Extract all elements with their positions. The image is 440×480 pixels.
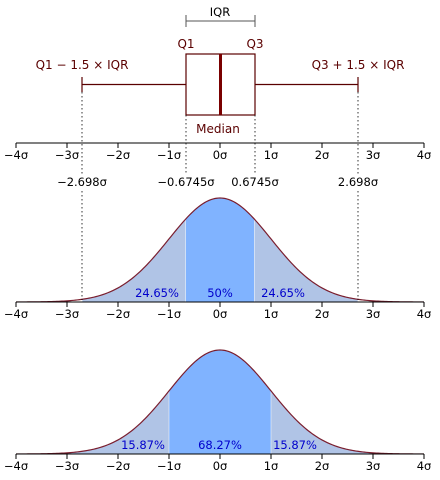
middle-tick-label: −2σ (106, 307, 130, 321)
sigma-right-tail-percent: 15.87% (273, 438, 317, 452)
ref-label-pos-06745: 0.6745σ (231, 175, 279, 189)
sigma-center-percent: 68.27% (198, 438, 242, 452)
sigma-density-curve (15, 349, 425, 455)
iqr-region-left-tail (82, 219, 186, 302)
top-tick-label: −4σ (4, 148, 28, 162)
bottom-tick-label: −4σ (4, 459, 28, 473)
reference-values: −2.698σ −0.6745σ 0.6745σ 2.698σ (57, 175, 378, 189)
middle-tick-label: 1σ (264, 307, 279, 321)
q1-label: Q1 (177, 37, 194, 51)
iqr-right-tail-percent: 24.65% (261, 286, 305, 300)
bottom-axis: −4σ −3σ −2σ −1σ 0σ 1σ 2σ 3σ 4σ (4, 453, 432, 473)
bottom-tick-label: −3σ (55, 459, 79, 473)
middle-tick-label: 4σ (417, 307, 432, 321)
top-tick-label: 1σ (264, 148, 279, 162)
median-label: Median (196, 122, 240, 136)
ref-label-neg-2698: −2.698σ (57, 175, 107, 189)
middle-tick-label: 3σ (366, 307, 381, 321)
top-tick-label: 4σ (417, 148, 432, 162)
top-tick-label: −1σ (157, 148, 181, 162)
bottom-tick-label: −1σ (157, 459, 181, 473)
sigma-region-center (169, 350, 271, 454)
sigma-left-tail-percent: 15.87% (121, 438, 165, 452)
iqr-region-center (185, 198, 255, 302)
bottom-tick-label: 3σ (366, 459, 381, 473)
iqr-center-percent: 50% (207, 286, 233, 300)
top-tick-label: −2σ (106, 148, 130, 162)
top-axis: −4σ −3σ −2σ −1σ 0σ 1σ 2σ 3σ 4σ (4, 142, 432, 162)
density-iqr-percent-labels: 24.65% 50% 24.65% (135, 286, 305, 300)
q3-label: Q3 (246, 37, 263, 51)
iqr-density-curve (15, 197, 425, 303)
top-tick-label: 2σ (315, 148, 330, 162)
ref-label-neg-06745: −0.6745σ (157, 175, 214, 189)
sigma-region-left-tail (16, 390, 169, 454)
bottom-tick-label: 1σ (264, 459, 279, 473)
upper-whisker-label: Q3 + 1.5 × IQR (312, 58, 405, 72)
ref-label-pos-2698: 2.698σ (338, 175, 378, 189)
density-iqr-panel (15, 197, 425, 303)
middle-tick-label: −3σ (55, 307, 79, 321)
top-tick-label: −3σ (55, 148, 79, 162)
density-sigma-panel (15, 349, 425, 455)
middle-tick-label: −4σ (4, 307, 28, 321)
sigma-region-right-tail (271, 390, 424, 454)
density-sigma-percent-labels: 15.87% 68.27% 15.87% (121, 438, 317, 452)
middle-tick-label: 0σ (213, 307, 228, 321)
middle-tick-label: −1σ (157, 307, 181, 321)
lower-whisker-label: Q1 − 1.5 × IQR (36, 58, 129, 72)
iqr-left-tail-percent: 24.65% (135, 286, 179, 300)
middle-axis: −4σ −3σ −2σ −1σ 0σ 1σ 2σ 3σ 4σ (4, 301, 432, 321)
bottom-tick-label: 4σ (417, 459, 432, 473)
iqr-label: IQR (210, 5, 230, 19)
bottom-tick-label: 0σ (213, 459, 228, 473)
iqr-region-right-tail (254, 219, 358, 302)
middle-tick-label: 2σ (315, 307, 330, 321)
top-tick-label: 0σ (213, 148, 228, 162)
top-tick-label: 3σ (366, 148, 381, 162)
boxplot-section: IQR Q1 Q3 Median Q1 − 1.5 × IQR Q3 + 1.5… (36, 5, 405, 136)
dotted-guides (81, 92, 359, 300)
bottom-tick-label: −2σ (106, 459, 130, 473)
bottom-tick-label: 2σ (315, 459, 330, 473)
